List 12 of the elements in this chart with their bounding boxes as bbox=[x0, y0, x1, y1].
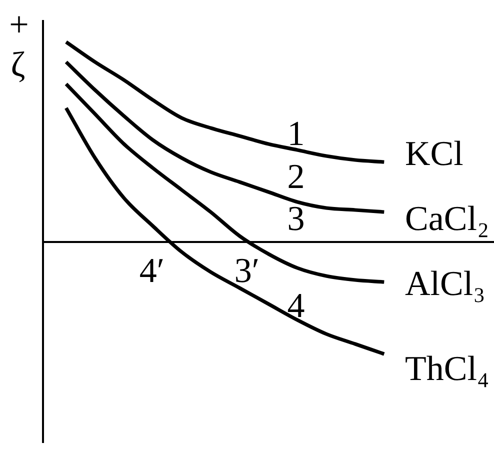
annotation: 4′ bbox=[139, 251, 165, 290]
annotation: 3′ bbox=[234, 251, 260, 290]
annotation: 1 bbox=[287, 114, 305, 153]
annotation: 3 bbox=[287, 199, 305, 238]
y-axis-title: ζ bbox=[10, 45, 26, 84]
annotation: 2 bbox=[287, 157, 305, 196]
annotation: 4 bbox=[287, 286, 305, 325]
series-label: ThCl₄ bbox=[405, 349, 490, 388]
text: + bbox=[9, 5, 29, 44]
series-label: CaCl₂ bbox=[405, 199, 490, 238]
series-label: KCl bbox=[405, 134, 464, 173]
series-label: AlCl₃ bbox=[405, 264, 486, 303]
